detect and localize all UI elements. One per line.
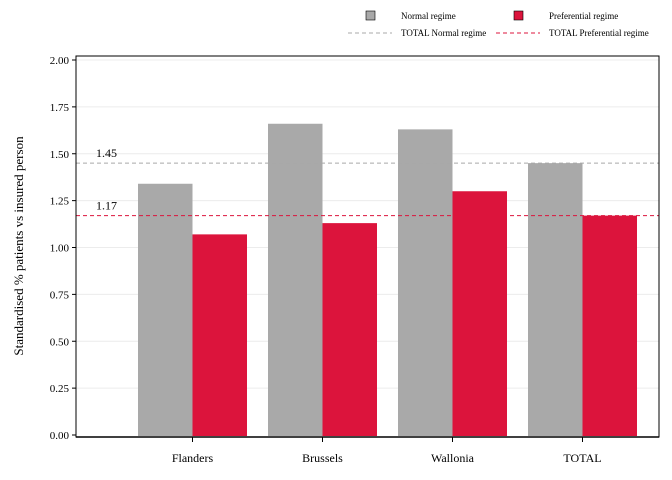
x-tick-label: Flanders [172, 451, 214, 465]
y-tick-label: 0.50 [50, 336, 70, 348]
legend-entry-label: Preferential regime [549, 11, 618, 21]
bars [138, 123, 637, 436]
y-tick-label: 1.00 [50, 243, 70, 255]
y-tick-label: 2.00 [50, 55, 70, 67]
legend: Normal regime Preferential regime TOTAL No… [348, 10, 649, 38]
bar-preferential-regime-total [582, 215, 637, 436]
ref-line-label: 1.17 [96, 199, 117, 213]
x-axis: Flanders Brussels Wallonia TOTAL [172, 437, 602, 465]
y-tick-label: 1.75 [50, 102, 70, 114]
y-tick-label: 0.25 [50, 383, 70, 395]
legend-swatch [513, 10, 524, 21]
y-tick-label: 0.00 [50, 430, 70, 442]
y-tick-label: 1.25 [50, 196, 70, 208]
x-tick-label: Wallonia [431, 451, 475, 465]
y-axis-label: Standardised % patients vs insured perso… [11, 136, 26, 356]
bar-preferential-regime-wallonia [452, 191, 507, 436]
legend-entry-label: TOTAL Normal regime [401, 28, 486, 38]
bar-preferential-regime-brussels [322, 223, 377, 436]
y-tick-label: 0.75 [50, 289, 70, 301]
y-tick-label: 1.50 [50, 149, 70, 161]
legend-swatch [365, 10, 376, 21]
bar-preferential-regime-flanders [192, 234, 247, 436]
reference-lines: 1.45 1.17 [76, 146, 659, 217]
ref-line-label: 1.45 [96, 146, 117, 160]
bar-normal-regime-brussels [268, 123, 323, 436]
bar-normal-regime-total [528, 163, 583, 436]
legend-entry-label: TOTAL Preferential regime [549, 28, 649, 38]
bar-normal-regime-flanders [138, 183, 193, 436]
legend-entry-label: Normal regime [401, 11, 456, 21]
bar-normal-regime-wallonia [398, 129, 453, 436]
x-tick-label: Brussels [302, 451, 343, 465]
x-tick-label: TOTAL [563, 451, 601, 465]
y-axis: 0.00 0.25 0.50 0.75 1.00 1.25 1.50 1.75 2.00 [50, 55, 76, 442]
